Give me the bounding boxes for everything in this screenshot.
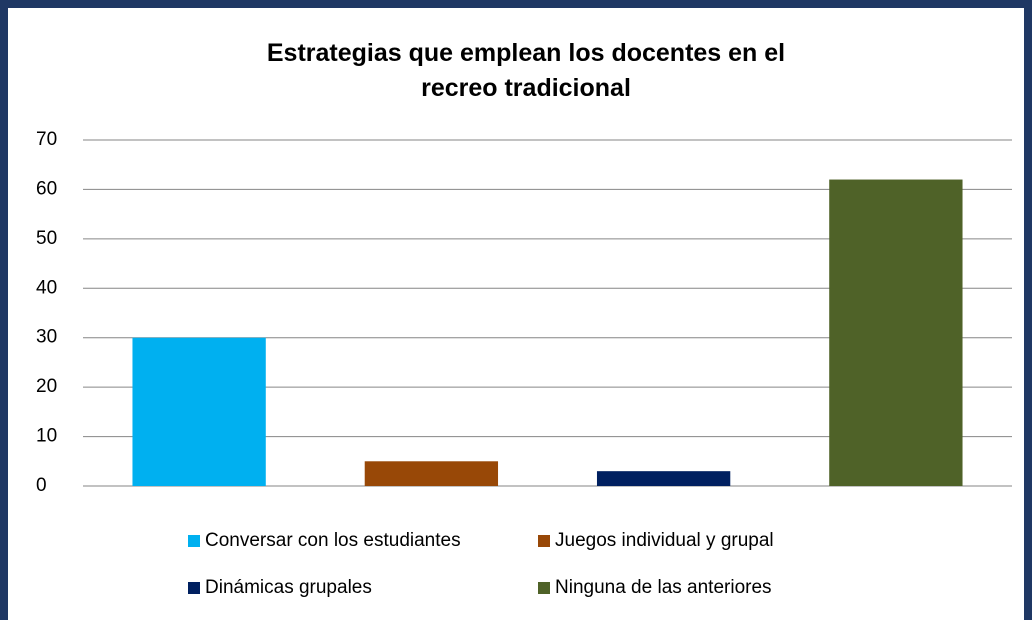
legend-swatch — [188, 535, 200, 547]
y-tick-label: 0 — [36, 475, 47, 496]
y-tick-label: 50 — [36, 228, 57, 249]
bar — [364, 461, 499, 486]
legend-label: Juegos individual y grupal — [555, 530, 774, 551]
legend-swatch — [538, 535, 550, 547]
legend-swatch — [538, 582, 550, 594]
chart-title: Estrategias que emplean los docentes en … — [266, 39, 786, 102]
bar — [132, 337, 266, 486]
y-tick-label: 30 — [36, 327, 57, 348]
bar — [596, 471, 731, 486]
y-tick-label: 60 — [36, 178, 57, 199]
y-tick-label: 10 — [36, 426, 57, 447]
legend-label: Conversar con los estudiantes — [205, 530, 461, 551]
y-tick-label: 40 — [36, 277, 57, 298]
y-tick-label: 70 — [36, 129, 57, 150]
legend-label: Ninguna de las anteriores — [555, 577, 772, 598]
bar — [829, 179, 963, 487]
legend-label: Dinámicas grupales — [205, 577, 372, 598]
legend-swatch — [188, 582, 200, 594]
y-tick-label: 20 — [36, 376, 57, 397]
